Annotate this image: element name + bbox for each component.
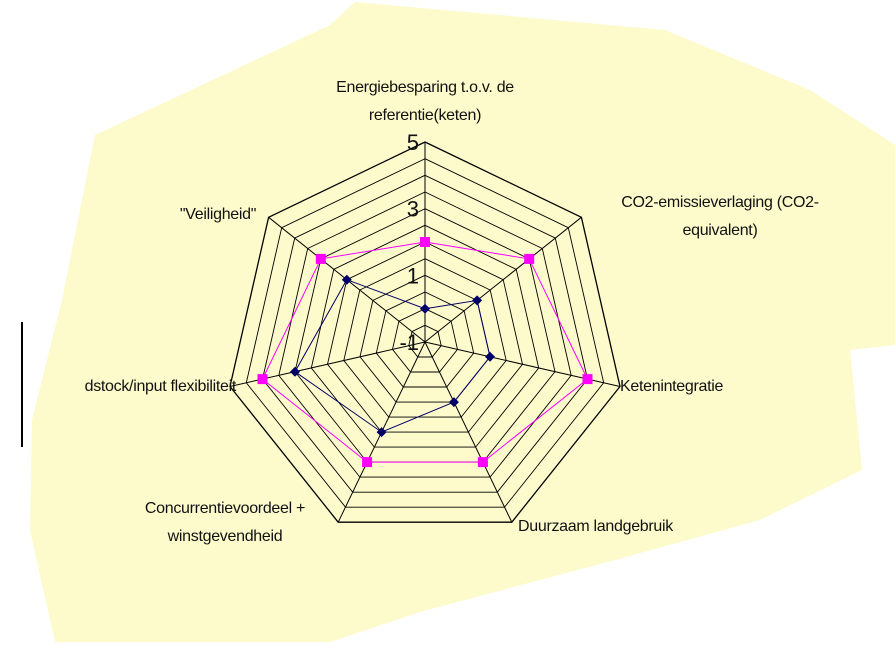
series-point xyxy=(315,253,326,264)
grid-ring xyxy=(408,324,442,358)
series-point xyxy=(477,457,488,468)
axis-spoke xyxy=(424,341,513,523)
axis-label: Concurrentievoordeel + winstgevendheid xyxy=(145,500,305,545)
series-point xyxy=(582,374,593,385)
tick-label: 1 xyxy=(407,263,419,288)
grid-ring xyxy=(245,158,605,508)
series-point xyxy=(290,366,300,377)
series-line-2 xyxy=(261,241,589,463)
tick-label: -1 xyxy=(399,330,419,355)
series-line-1 xyxy=(294,279,491,433)
grid-ring xyxy=(278,191,572,478)
series-point xyxy=(341,274,352,285)
grid-ring xyxy=(229,141,621,523)
axis-spoke xyxy=(424,216,582,343)
grid-ring xyxy=(392,308,458,373)
grid-ring xyxy=(327,241,523,433)
grid-ring xyxy=(343,258,507,418)
series-point xyxy=(420,237,430,247)
axis-labels: Energiebesparing t.o.v. de referentie(ket… xyxy=(85,79,819,545)
series-point xyxy=(472,295,483,306)
axis-label: "Veiligheid" xyxy=(180,206,256,223)
grid-ring xyxy=(262,174,588,493)
grid-ring xyxy=(375,291,475,388)
tick-label: 5 xyxy=(407,130,419,155)
series-point xyxy=(420,303,430,314)
axis-label: Ketenintegratie xyxy=(620,378,724,395)
axis-label: dstock/input flexibiliteit xyxy=(85,378,237,395)
axis-label: CO2-emissieverlaging (CO2-equivalent) xyxy=(621,194,819,239)
tick-label: 3 xyxy=(407,197,419,222)
series-layer xyxy=(257,237,593,468)
series-point xyxy=(362,457,373,468)
series-point xyxy=(376,427,387,438)
series-point xyxy=(257,374,268,385)
series-point xyxy=(448,397,459,408)
axis-label: Energiebesparing t.o.v. de referentie(ket… xyxy=(336,79,514,124)
series-point xyxy=(485,351,495,362)
grid-ring xyxy=(310,224,540,448)
background-blob xyxy=(30,2,895,642)
series-point xyxy=(524,253,535,264)
axis-label: Duurzaam landgebruik xyxy=(518,518,674,535)
tick-labels: 5 3 1 -1 xyxy=(399,130,419,355)
